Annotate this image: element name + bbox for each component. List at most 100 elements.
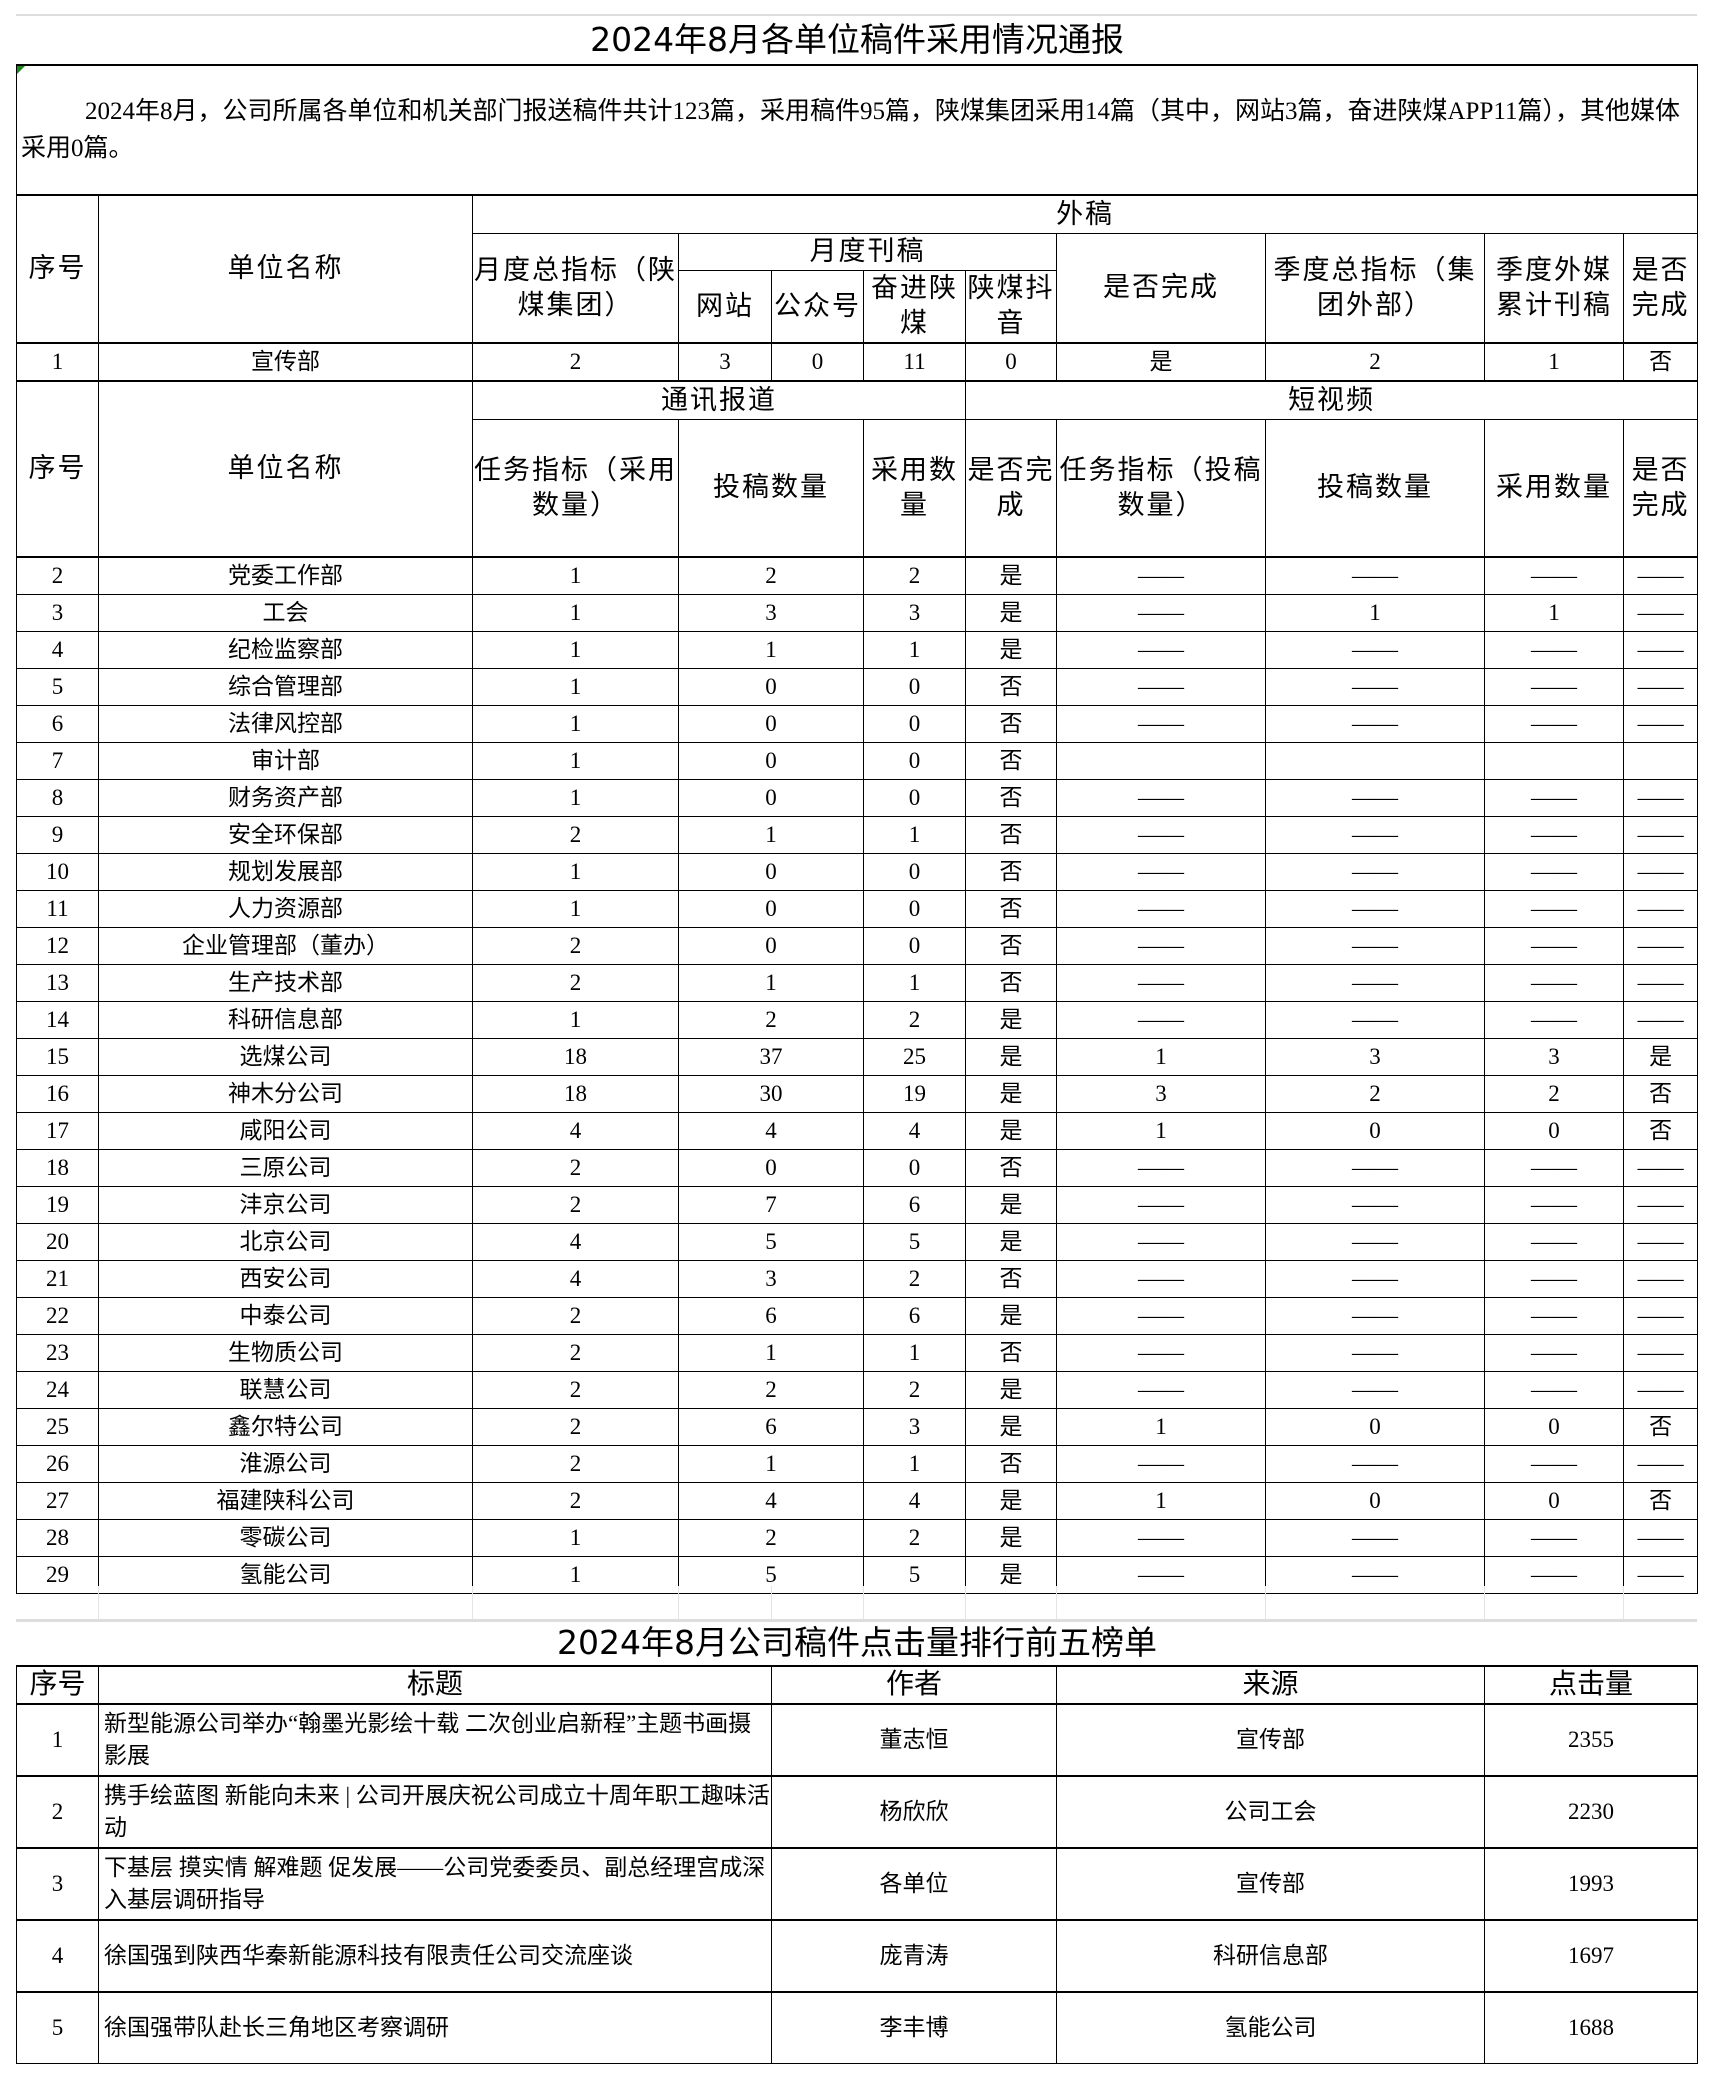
cell-sv-submitted: 0 (1265, 1408, 1485, 1446)
cell-sv-task: —— (1056, 1001, 1266, 1039)
table-row: 12 企业管理部（董办） 2 0 0 否 —— —— —— —— (16, 927, 1699, 965)
cell-sv-task: —— (1056, 1334, 1266, 1372)
cell-sv-done: —— (1622, 1297, 1699, 1335)
table-row: 24 联慧公司 2 2 2 是 —— —— —— —— (16, 1371, 1699, 1409)
cell-submitted: 2 (678, 1001, 864, 1039)
cell-seq: 2 (16, 556, 99, 595)
header-seq: 序号 (16, 1665, 99, 1705)
cell-adopted: 0 (863, 853, 966, 891)
cell-sv-done: —— (1622, 1519, 1699, 1557)
cell-submitted: 0 (678, 705, 864, 743)
cell-adopted: 0 (863, 890, 966, 928)
cell-sv-done: —— (1622, 1223, 1699, 1261)
cell-unit: 咸阳公司 (98, 1112, 473, 1150)
adoption-report-table: 2024年8月各单位稿件采用情况通报 2024年8月，公司所属各单位和机关部门报… (15, 16, 1699, 1594)
table-row: 23 生物质公司 2 1 1 否 —— —— —— —— (16, 1334, 1699, 1372)
header-adopted: 采用数量 (863, 418, 966, 558)
ranking-row: 5 徐国强带队赴长三角地区考察调研 李丰博 氢能公司 1688 (16, 1991, 1699, 2064)
cell-done: 否 (965, 964, 1057, 1002)
cell-seq: 20 (16, 1223, 99, 1261)
cell-done: 否 (965, 742, 1057, 780)
header-quarter-target: 季度总指标（集团外部） (1265, 232, 1485, 344)
cell-task: 2 (472, 1334, 679, 1372)
cell-seq: 18 (16, 1149, 99, 1187)
header-unit-2: 单位名称 (98, 380, 473, 558)
cell-submitted: 0 (678, 927, 864, 965)
cell-done: 否 (965, 1260, 1057, 1298)
table-row: 28 零碳公司 1 2 2 是 —— —— —— —— (16, 1519, 1699, 1557)
cell-sv-submitted: —— (1265, 1223, 1485, 1261)
table-row: 18 三原公司 2 0 0 否 —— —— —— —— (16, 1149, 1699, 1187)
cell-done: 否 (965, 668, 1057, 706)
cell-task: 1 (472, 1519, 679, 1557)
cell-sv-task: 1 (1056, 1408, 1266, 1446)
cell-submitted: 1 (678, 964, 864, 1002)
cell-adopted: 3 (863, 594, 966, 632)
sheet-top-edge (16, 14, 1697, 16)
cell-unit: 宣传部 (98, 342, 473, 382)
cell-sv-task: 1 (1056, 1482, 1266, 1520)
cell-done: 是 (965, 1223, 1057, 1261)
cell-task: 18 (472, 1075, 679, 1113)
report-title: 2024年8月各单位稿件采用情况通报 (16, 16, 1698, 66)
cell-adopted: 2 (863, 556, 966, 595)
cell-unit: 财务资产部 (98, 779, 473, 817)
cell-clicks: 1688 (1483, 1991, 1699, 2064)
cell-submitted: 0 (678, 853, 864, 891)
cell-sv-adopted: —— (1484, 1149, 1624, 1187)
cell-submitted: 3 (678, 594, 864, 632)
cell-unit: 北京公司 (98, 1223, 473, 1261)
cell-sv-submitted: —— (1265, 1001, 1485, 1039)
header-task-adopt: 任务指标（采用数量） (472, 418, 679, 558)
cell-clicks: 1697 (1483, 1919, 1699, 1993)
cell-unit: 零碳公司 (98, 1519, 473, 1557)
cell-done: 是 (965, 1186, 1057, 1224)
cell-seq: 7 (16, 742, 99, 780)
cell-sv-adopted (1484, 742, 1624, 780)
header-monthly-pub: 月度刊稿 (678, 232, 1057, 271)
header-seq-2: 序号 (16, 380, 99, 558)
cell-submitted: 2 (678, 1519, 864, 1557)
cell-adopted: 5 (863, 1556, 966, 1594)
cell-task: 2 (472, 1482, 679, 1520)
cell-adopted: 1 (863, 816, 966, 854)
cell-sv-adopted: —— (1484, 556, 1624, 595)
cell-sv-submitted: 0 (1265, 1112, 1485, 1150)
cell-unit: 神木分公司 (98, 1075, 473, 1113)
cell-sv-submitted: 0 (1265, 1482, 1485, 1520)
cell-done: 是 (965, 1371, 1057, 1409)
cell-sv-submitted: —— (1265, 779, 1485, 817)
cell-task: 4 (472, 1260, 679, 1298)
cell-seq: 23 (16, 1334, 99, 1372)
table-row: 13 生产技术部 2 1 1 否 —— —— —— —— (16, 964, 1699, 1002)
cell-sv-done: —— (1622, 705, 1699, 743)
cell-sv-adopted: —— (1484, 631, 1624, 669)
table-row: 27 福建陕科公司 2 4 4 是 1 0 0 否 (16, 1482, 1699, 1520)
cell-sv-task (1056, 742, 1266, 780)
cell-sv-task: —— (1056, 964, 1266, 1002)
cell-seq: 16 (16, 1075, 99, 1113)
cell-quarter-done: 否 (1622, 342, 1699, 382)
cell-submitted: 3 (678, 1260, 864, 1298)
cell-adopted: 1 (863, 964, 966, 1002)
cell-sv-done: —— (1622, 1334, 1699, 1372)
cell-unit: 选煤公司 (98, 1038, 473, 1076)
cell-title: 徐国强带队赴长三角地区考察调研 (98, 1991, 772, 2064)
cell-sv-adopted: —— (1484, 853, 1624, 891)
cell-done: 是 (965, 1408, 1057, 1446)
cell-sv-task: —— (1056, 816, 1266, 854)
header-quarter-done: 是否完成 (1622, 232, 1699, 344)
cell-sv-done: —— (1622, 890, 1699, 928)
cell-monthly-target: 2 (472, 342, 679, 382)
header-done: 是否完成 (965, 418, 1057, 558)
cell-seq: 2 (16, 1775, 99, 1849)
cell-adopted: 0 (863, 668, 966, 706)
header-sv-submitted: 投稿数量 (1265, 418, 1485, 558)
cell-adopted: 2 (863, 1371, 966, 1409)
table-row: 20 北京公司 4 5 5 是 —— —— —— —— (16, 1223, 1699, 1261)
header-fenjin: 奋进陕煤 (863, 269, 966, 344)
summary-text: 2024年8月，公司所属各单位和机关部门报送稿件共计123篇，采用稿件95篇，陕… (21, 98, 1680, 162)
spacer-row (16, 1586, 1697, 1622)
cell-sv-done: —— (1622, 556, 1699, 595)
cell-sv-adopted: 0 (1484, 1408, 1624, 1446)
